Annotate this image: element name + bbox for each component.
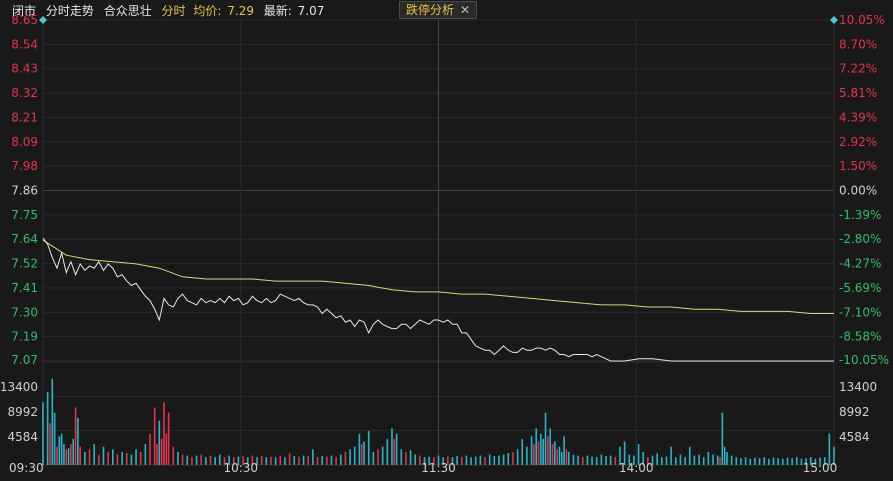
period-label: 分时 [161,4,186,18]
volume-tick-label: 13400 [839,380,877,394]
volume-axis: 13400 13400 8992 8992 4584 4584 [0,380,877,444]
time-tick-label: 14:00 [619,461,654,475]
price-axis: 8.65 8.54 8.43 8.32 8.21 8.09 7.98 7.86 7.75 7.64… [11,13,38,367]
axis-markers [39,16,838,24]
price-tick-label: 7.41 [11,281,38,295]
volume-tick-label: 8992 [839,405,870,419]
last-price-label: 最新: [263,4,292,18]
price-tick-label: 7.64 [11,232,38,246]
price-tick-label: 7.19 [11,330,38,344]
volume-bars [42,378,835,465]
percent-axis: 10.05% 8.70% 7.22% 5.81% 4.39% 2.92% 1.50% 0.00… [839,13,889,367]
price-tick-label: 8.65 [11,13,38,27]
time-axis: 09:30 10:30 11:30 14:00 15:00 [9,461,837,475]
axis-marker-icon [830,16,838,24]
stock-name: 合众思壮 [103,4,152,18]
price-tick-label: 8.43 [11,62,38,76]
time-tick-label: 11:30 [421,461,456,475]
market-status: 闭市 [12,4,37,18]
limit-down-analysis-label: 跌停分析 [406,3,455,17]
price-tick-label: 8.54 [11,37,38,51]
percent-tick-label: 7.22% [839,62,877,76]
percent-tick-label: -10.05% [839,353,889,367]
percent-tick-label: 5.81% [839,86,877,100]
percent-tick-label: 8.70% [839,37,877,51]
price-tick-label: 7.30 [11,305,38,319]
time-tick-label: 15:00 [803,461,838,475]
percent-tick-label: 0.00% [839,184,877,198]
price-tick-label: 7.75 [11,208,38,222]
percent-tick-label: -2.80% [839,232,881,246]
volume-tick-label: 8992 [7,405,38,419]
time-tick-label: 10:30 [223,461,258,475]
percent-tick-label: -8.58% [839,330,881,344]
percent-tick-label: 10.05% [839,13,885,27]
percent-tick-label: -1.39% [839,208,881,222]
last-price-value: 7.07 [297,4,325,18]
percent-tick-label: 2.92% [839,135,877,149]
average-price-line [42,239,834,314]
chart-header: 闭市 分时走势 合众思壮 分时 均价: 7.29 最新: 7.07 [12,2,330,19]
price-tick-label: 7.07 [11,353,38,367]
price-tick-label: 7.52 [11,257,38,271]
volume-tick-label: 13400 [0,380,38,394]
chart-mode[interactable]: 分时走势 [45,4,94,18]
avg-price-label: 均价: [193,4,222,18]
price-tick-label: 8.32 [11,86,38,100]
price-tick-label: 8.21 [11,110,38,124]
percent-tick-label: 4.39% [839,110,877,124]
percent-tick-label: -7.10% [839,305,881,319]
percent-tick-label: 1.50% [839,159,877,173]
price-tick-label: 7.86 [11,184,38,198]
price-line [42,237,834,362]
chart-grid [42,19,835,466]
percent-tick-label: -4.27% [839,257,881,271]
price-tick-label: 8.09 [11,135,38,149]
price-tick-label: 7.98 [11,159,38,173]
volume-tick-label: 4584 [7,430,38,444]
volume-tick-label: 4584 [839,430,870,444]
close-icon[interactable]: ✕ [460,3,471,17]
limit-down-analysis-button[interactable]: 跌停分析 ✕ [399,1,478,19]
percent-tick-label: -5.69% [839,281,881,295]
time-tick-label: 09:30 [9,461,44,475]
axis-marker-icon [39,16,47,24]
avg-price-value: 7.29 [227,4,254,18]
